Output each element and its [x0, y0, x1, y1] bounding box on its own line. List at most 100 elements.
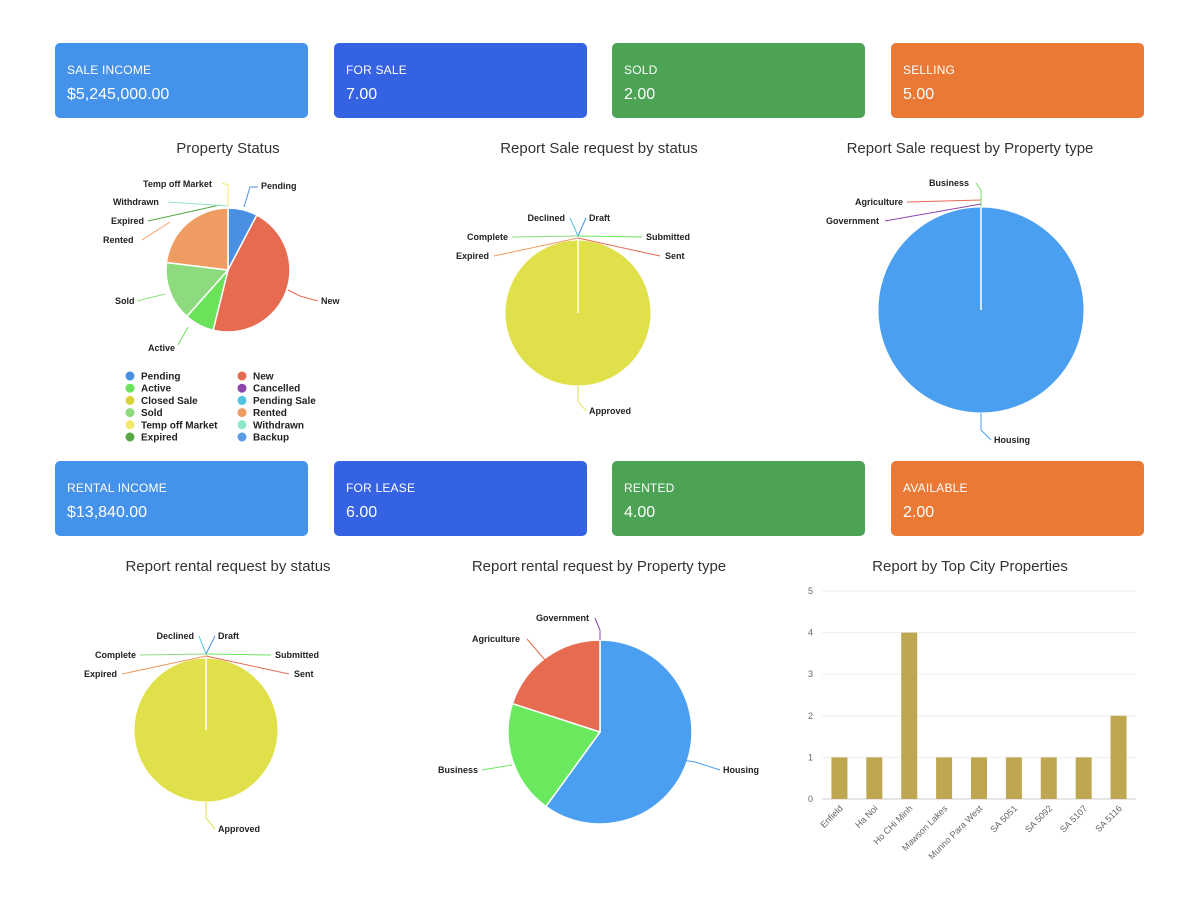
slice-label: Business — [929, 178, 969, 188]
x-tick-label: Ha Noi — [853, 803, 880, 830]
leader-line — [681, 759, 721, 771]
leader-line — [167, 201, 229, 207]
leader-line — [577, 217, 587, 237]
slice-label: Submitted — [275, 650, 319, 660]
slice-label: Housing — [994, 435, 1030, 445]
bar-munno-para-west[interactable] — [971, 757, 987, 799]
legend-item[interactable]: New — [237, 371, 274, 383]
legend-item[interactable]: Pending Sale — [237, 395, 317, 407]
leader-line — [205, 655, 290, 675]
y-tick-label: 1 — [808, 752, 813, 762]
legend-swatch — [125, 408, 135, 418]
leader-line — [526, 638, 546, 661]
leader-line — [493, 237, 579, 257]
legend-item[interactable]: Backup — [237, 432, 290, 444]
bar-sa-5051[interactable] — [1005, 757, 1022, 799]
legend-swatch — [237, 395, 247, 405]
bar-sa-5107[interactable] — [1075, 757, 1092, 799]
legend-item[interactable]: Sold — [125, 408, 163, 419]
stat-label: SELLING — [903, 63, 956, 77]
legend-item[interactable]: Closed Sale — [125, 395, 199, 407]
slice-label: Submitted — [646, 232, 690, 242]
stat-card-selling: SELLING 5.00 — [891, 43, 1144, 118]
bar-ha-noi[interactable] — [866, 757, 883, 799]
slice-label: Approved — [589, 406, 631, 416]
slice-label: Approved — [218, 824, 260, 834]
leader-line — [136, 293, 166, 302]
leader-line — [177, 326, 189, 346]
legend-label: Expired — [141, 433, 178, 444]
stat-label: FOR LEASE — [346, 481, 416, 495]
legend-label: Sold — [141, 408, 163, 419]
pie-slice-business[interactable] — [507, 702, 602, 808]
stat-value: 6.00 — [346, 504, 378, 521]
slice-label: Withdrawn — [113, 197, 159, 207]
bar-sa-5092[interactable] — [1040, 757, 1057, 799]
stat-card-rental-income: RENTAL INCOME $13,840.00 — [55, 461, 308, 536]
stat-card-rented: RENTED 4.00 — [612, 461, 865, 536]
legend-item[interactable]: Expired — [125, 432, 178, 444]
legend-swatch — [125, 432, 135, 442]
stat-label: RENTED — [624, 481, 675, 495]
legend-label: Cancelled — [253, 384, 300, 395]
stat-card-for-lease: FOR LEASE 6.00 — [334, 461, 587, 536]
x-tick-label: SA 5051 — [988, 803, 1019, 834]
bar-sa-5116[interactable] — [1110, 715, 1127, 799]
slice-label: Declined — [527, 213, 565, 223]
slice-label: Government — [826, 216, 879, 226]
legend-label: Closed Sale — [141, 396, 198, 407]
legend-item[interactable]: Temp off Market — [125, 420, 219, 431]
leader-line — [577, 386, 587, 412]
pie-slice-new[interactable] — [212, 214, 291, 333]
stat-value: 4.00 — [624, 504, 656, 521]
slice-label: Government — [536, 613, 589, 623]
legend-item[interactable]: Withdrawn — [237, 420, 305, 431]
y-tick-label: 0 — [808, 794, 813, 804]
legend-label: Withdrawn — [253, 420, 304, 431]
slice-label: New — [321, 296, 341, 306]
legend-swatch — [125, 383, 135, 393]
pie-slice-rented[interactable] — [165, 207, 229, 271]
leader-line — [121, 655, 207, 675]
pie-chart-4: Housing Business Agriculture Government — [438, 613, 759, 825]
stat-label: SALE INCOME — [67, 63, 152, 77]
slice-label: Draft — [589, 213, 610, 223]
chart-title: Report Sale request by Property type — [846, 140, 1094, 157]
legend-item[interactable]: Pending — [125, 371, 181, 383]
slice-label: Pending — [261, 181, 297, 191]
pie-chart-3: Approved Draft Submitted Sent Declined Comple… — [84, 631, 319, 834]
stat-card-sold: SOLD 2.00 — [612, 43, 865, 118]
pie-slice-sold[interactable] — [165, 261, 230, 318]
legend-label: Temp off Market — [141, 420, 218, 431]
bar-mawson-lakes[interactable] — [936, 757, 953, 799]
legend-item[interactable]: Cancelled — [237, 383, 301, 395]
legend-item[interactable]: Rented — [237, 408, 287, 419]
stat-value: 7.00 — [346, 86, 378, 103]
slice-label: Complete — [467, 232, 508, 242]
leader-line — [980, 413, 992, 441]
slice-label: Expired — [84, 669, 117, 679]
x-tick-label: SA 5116 — [1093, 803, 1124, 834]
legend: Pending New Active Cancelled Closed Sale Pend… — [125, 371, 317, 444]
x-tick-label: SA 5107 — [1058, 803, 1089, 834]
y-tick-label: 2 — [808, 711, 813, 721]
slice-label: Agriculture — [472, 634, 520, 644]
pie-slice-agriculture[interactable] — [511, 639, 601, 734]
bar-ho-chi-minh[interactable] — [901, 632, 918, 799]
leader-line — [975, 182, 982, 207]
pie-chart-0: Pending New Active Sold Rented Expired Withdra… — [103, 179, 341, 353]
leader-line — [906, 199, 982, 203]
pie-chart-1: Approved Draft Submitted Sent Declined Comple… — [456, 213, 690, 416]
stat-value: 2.00 — [903, 504, 935, 521]
legend-swatch — [237, 383, 247, 393]
slice-label: Complete — [95, 650, 136, 660]
leader-line — [139, 653, 207, 656]
leader-line — [577, 237, 661, 257]
bar-enfield[interactable] — [831, 757, 848, 799]
legend-item[interactable]: Active — [125, 383, 172, 395]
y-tick-label: 5 — [808, 586, 813, 596]
x-tick-label: Enfield — [818, 803, 845, 830]
stat-label: RENTAL INCOME — [67, 481, 167, 495]
